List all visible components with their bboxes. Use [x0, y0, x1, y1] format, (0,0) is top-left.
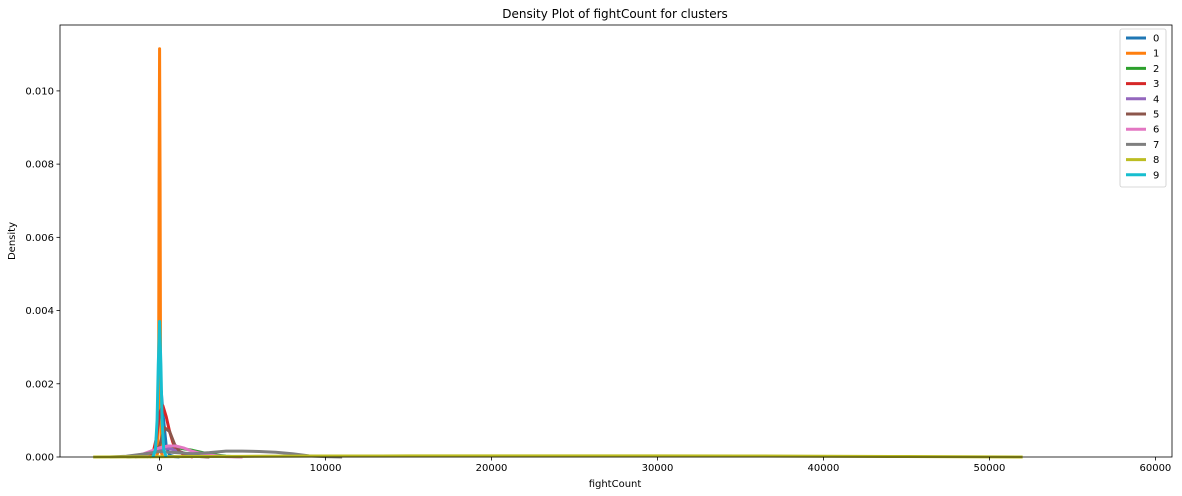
chart-title: Density Plot of fightCount for clusters: [502, 7, 728, 21]
legend-label-0: 0: [1153, 34, 1159, 45]
legend-label-2: 2: [1153, 64, 1159, 75]
legend-label-7: 7: [1153, 140, 1159, 151]
y-tick-label: 0.008: [25, 160, 54, 171]
series-line-9: [151, 320, 168, 458]
legend-label-3: 3: [1153, 79, 1159, 90]
x-tick-label: 50000: [974, 463, 1006, 474]
series-layer: [93, 47, 1023, 459]
legend-label-9: 9: [1153, 170, 1159, 181]
x-tick-label: 10000: [310, 463, 342, 474]
x-axis-label: fightCount: [589, 479, 642, 490]
legend-label-5: 5: [1153, 110, 1159, 121]
x-tick-label: 20000: [476, 463, 508, 474]
plot-frame: [59, 24, 1173, 458]
y-tick-label: 0.006: [25, 233, 54, 244]
y-axis-label: Density: [7, 222, 18, 260]
x-tick-label: 0: [156, 463, 162, 474]
x-tick-label: 30000: [642, 463, 674, 474]
legend-label-1: 1: [1153, 49, 1159, 60]
x-tick-label: 60000: [1139, 463, 1171, 474]
legend-label-6: 6: [1153, 125, 1159, 136]
legend: 0 1 2 3 4 5 6 7 8 9: [1119, 28, 1167, 188]
legend-label-8: 8: [1153, 155, 1159, 166]
y-tick-label: 0.000: [25, 453, 54, 464]
series-line-8: [93, 454, 1023, 459]
y-tick-label: 0.010: [25, 86, 54, 97]
y-tick-label: 0.002: [25, 379, 54, 390]
x-tick-label: 40000: [808, 463, 840, 474]
legend-label-4: 4: [1153, 94, 1159, 105]
axes-layer: 0 10000 20000 30000 40000 50000 60000 0.000 0.00…: [25, 24, 1173, 474]
y-tick-label: 0.004: [25, 306, 54, 317]
